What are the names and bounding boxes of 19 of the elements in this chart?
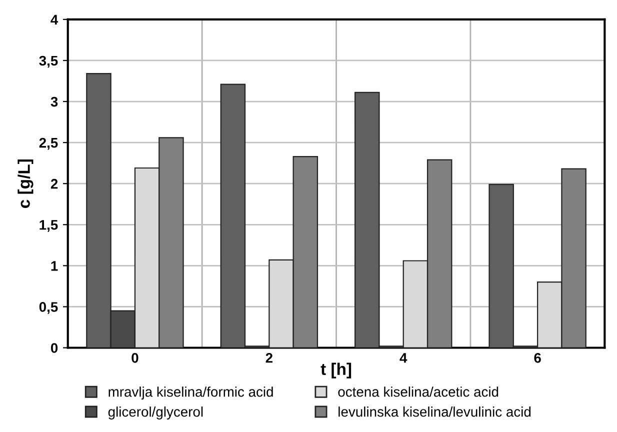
y-tick-label: 1 bbox=[51, 261, 58, 271]
y-tick-label: 4 bbox=[50, 14, 58, 24]
legend-label: mravlja kiselina/formic acid bbox=[108, 386, 273, 400]
y-tick-label: 2,5 bbox=[39, 138, 58, 150]
legend-label: glicerol/glycerol bbox=[108, 406, 203, 420]
x-tick-label: 2 bbox=[266, 352, 272, 363]
x-tick-label: 0 bbox=[132, 352, 138, 363]
y-axis-title: c [g/L] bbox=[18, 160, 34, 208]
legend-label: octena kiselina/acetic acid bbox=[338, 386, 498, 397]
x-tick-label: 4 bbox=[400, 353, 408, 363]
y-tick-label: 3 bbox=[50, 96, 58, 107]
x-axis-title: t [h] bbox=[320, 362, 352, 378]
y-tick-label: 0,5 bbox=[39, 302, 58, 314]
x-tick-label: 6 bbox=[534, 352, 541, 363]
y-tick-label: 0 bbox=[50, 343, 58, 353]
legend-label: levulinska kiselina/levulinic acid bbox=[338, 406, 531, 417]
y-tick-label: 3,5 bbox=[39, 56, 58, 68]
y-tick-label: 1,5 bbox=[40, 220, 58, 232]
y-tick-label: 2 bbox=[50, 178, 58, 189]
